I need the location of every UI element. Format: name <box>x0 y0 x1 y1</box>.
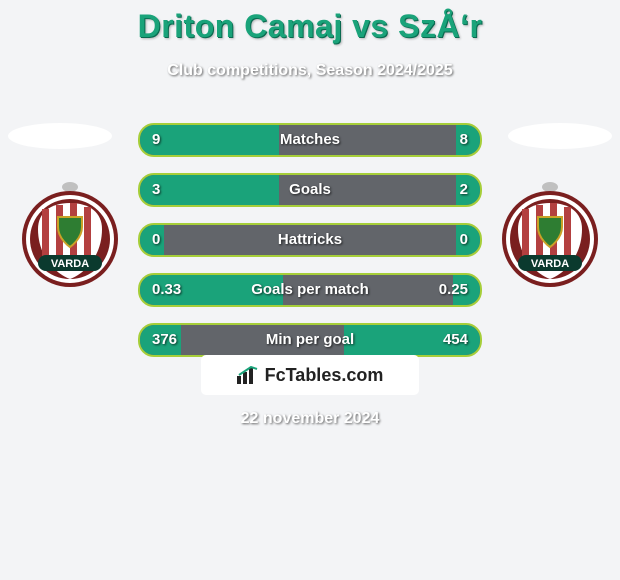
club-crest-left: VARDA <box>20 179 120 287</box>
player-silhouette-right <box>508 123 612 149</box>
comparison-row: 32Goals <box>138 173 482 207</box>
metric-label: Matches <box>140 125 480 155</box>
comparison-rows: 98Matches 32Goals 00Hattricks 0.330.25Goals… <box>138 123 482 373</box>
branding-text: FcTables.com <box>265 365 384 386</box>
metric-label: Goals <box>140 175 480 205</box>
comparison-row: 00Hattricks <box>138 223 482 257</box>
bars-icon <box>237 366 259 384</box>
comparison-row: 376454Min per goal <box>138 323 482 357</box>
page-subtitle: Club competitions, Season 2024/2025 <box>0 62 620 80</box>
snapshot-date: 22 november 2024 <box>0 410 620 428</box>
svg-text:VARDA: VARDA <box>531 258 569 270</box>
comparison-row: 0.330.25Goals per match <box>138 273 482 307</box>
svg-text:VARDA: VARDA <box>51 258 89 270</box>
club-crest-right: VARDA <box>500 179 600 287</box>
metric-label: Min per goal <box>140 325 480 355</box>
comparison-row: 98Matches <box>138 123 482 157</box>
metric-label: Goals per match <box>140 275 480 305</box>
branding-badge: FcTables.com <box>201 355 419 395</box>
player-silhouette-left <box>8 123 112 149</box>
metric-label: Hattricks <box>140 225 480 255</box>
page-title: Driton Camaj vs SzÅ‘r <box>0 8 620 45</box>
